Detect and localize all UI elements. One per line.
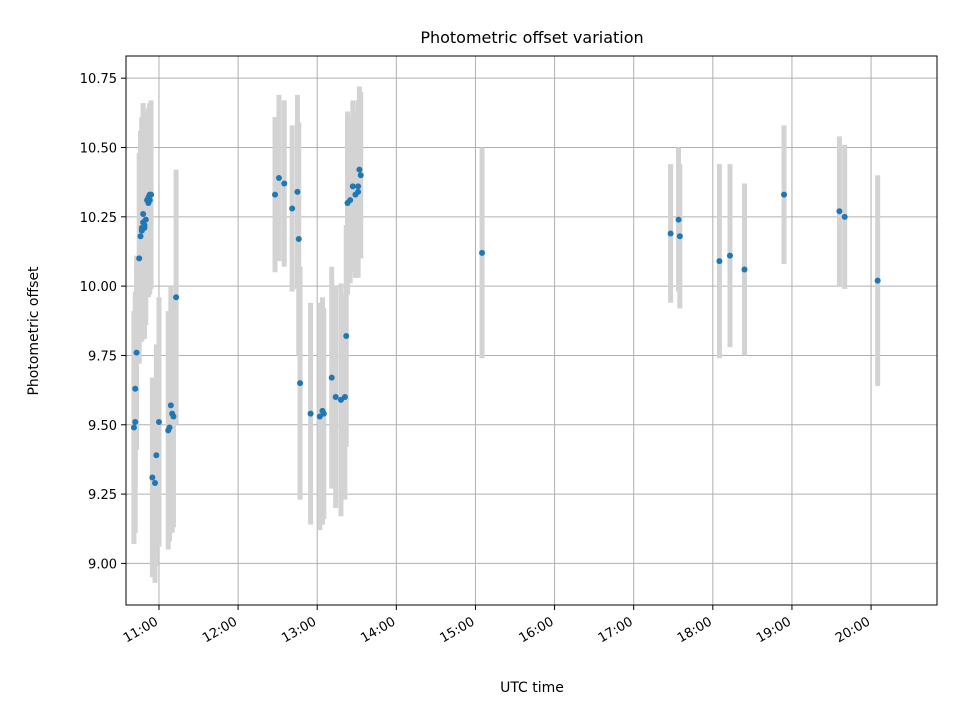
data-point — [167, 402, 174, 409]
y-tick-label: 9.75 — [88, 349, 117, 364]
data-point — [146, 197, 153, 204]
y-axis-label: Photometric offset — [26, 266, 42, 396]
data-point — [136, 255, 143, 262]
data-point — [170, 413, 177, 420]
data-point — [741, 266, 748, 273]
data-point — [149, 474, 156, 481]
data-point — [341, 394, 348, 401]
y-tick-label: 9.00 — [88, 557, 117, 572]
data-point — [132, 385, 139, 392]
data-point — [142, 216, 149, 223]
data-point — [726, 252, 733, 259]
data-point — [357, 172, 364, 179]
data-points — [130, 166, 881, 486]
data-point — [841, 213, 848, 220]
data-point — [295, 236, 302, 242]
data-point — [130, 424, 137, 431]
data-point — [356, 166, 363, 173]
data-point — [874, 277, 881, 284]
y-tick-label: 10.50 — [80, 142, 117, 157]
data-point — [281, 180, 288, 187]
data-point — [836, 208, 843, 215]
data-point — [294, 188, 301, 195]
data-point — [307, 410, 314, 417]
data-point — [148, 191, 155, 198]
chart-title: Photometric offset variation — [420, 28, 643, 47]
data-point — [152, 480, 159, 486]
data-point — [332, 394, 339, 401]
data-point — [355, 183, 362, 190]
data-point — [343, 333, 350, 340]
plot-frame — [125, 55, 938, 606]
y-tick-label: 9.25 — [88, 488, 117, 503]
data-point — [320, 410, 327, 417]
y-tick-label: 10.75 — [80, 72, 117, 87]
gridlines — [126, 56, 937, 605]
data-point — [155, 419, 162, 425]
data-point — [289, 205, 296, 212]
data-point — [675, 216, 682, 223]
y-tick-label: 9.50 — [88, 419, 117, 434]
data-point — [347, 197, 354, 204]
data-point — [349, 183, 356, 190]
y-axis-ticks: 9.00 9.25 9.50 9.75 10.00 10.25 10.50 10.75 — [80, 72, 126, 572]
data-point — [355, 188, 362, 195]
data-point — [479, 249, 486, 256]
data-point — [133, 349, 140, 356]
data-point — [297, 380, 304, 387]
data-point — [275, 175, 282, 181]
data-point — [272, 191, 279, 198]
data-point — [716, 258, 723, 265]
data-point — [676, 233, 683, 240]
data-point — [166, 424, 173, 431]
data-point — [132, 419, 139, 425]
data-point — [140, 211, 147, 218]
data-point — [328, 374, 335, 381]
data-point — [667, 230, 674, 237]
data-point — [781, 191, 788, 198]
data-point — [173, 294, 180, 301]
data-point — [153, 452, 160, 459]
data-point — [137, 233, 144, 240]
y-tick-label: 10.00 — [80, 280, 117, 295]
data-point — [141, 222, 148, 229]
y-tick-label: 10.25 — [80, 211, 117, 226]
x-axis-label: UTC time — [500, 680, 564, 696]
